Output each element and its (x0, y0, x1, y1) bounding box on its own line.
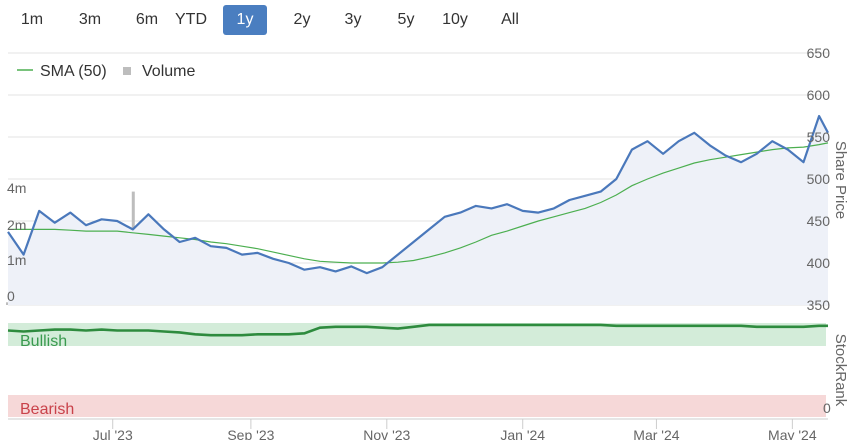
range-button-3m[interactable]: 3m (78, 11, 102, 28)
range-button-3y[interactable]: 3y (344, 11, 362, 28)
volume-bar (6, 302, 9, 305)
price-tick-label: 500 (807, 171, 831, 187)
price-tick-label: 350 (807, 297, 831, 313)
sma-legend-label[interactable]: SMA (50) (40, 63, 107, 80)
range-button-1y[interactable]: 1y (223, 5, 267, 35)
price-axis-label: Share Price (832, 141, 849, 219)
x-tick-label: Jan '24 (500, 427, 545, 440)
volume-tick-label: 0 (7, 288, 15, 304)
bearish-zone (8, 395, 826, 417)
price-tick-label: 650 (807, 45, 831, 61)
price-tick-label: 600 (807, 87, 831, 103)
volume-axis-ticks: 0 1m 2m 4m (7, 180, 26, 304)
stockrank-axis-label: StockRank (832, 334, 849, 407)
volume-legend-label[interactable]: Volume (142, 63, 195, 80)
bearish-zone-label: Bearish (20, 401, 74, 418)
bullish-zone (8, 323, 826, 346)
volume-tick-label: 1m (7, 252, 26, 268)
volume-legend-swatch (123, 67, 131, 75)
price-tick-label: 400 (807, 255, 831, 271)
stockrank-axis-tick: 0 (823, 400, 831, 416)
volume-tick-label: 4m (7, 180, 26, 196)
price-line (7, 114, 829, 275)
price-axis-ticks: 350 400 450 500 550 600 650 (807, 45, 831, 313)
sma-line (8, 142, 829, 264)
stockrank-line (7, 323, 828, 337)
volume-tick-label: 2m (7, 217, 26, 233)
x-tick-label: Jul '23 (93, 427, 133, 440)
range-button-all[interactable]: All (501, 11, 519, 28)
range-button-2y[interactable]: 2y (293, 11, 311, 28)
x-axis: Jul '23 Sep '23 Nov '23 Jan '24 Mar '24 May '… (8, 418, 828, 440)
price-area (8, 116, 828, 305)
price-tick-label: 550 (807, 129, 831, 145)
price-tick-label: 450 (807, 213, 831, 229)
bullish-zone-label: Bullish (20, 333, 67, 350)
legend: SMA (50) Volume (17, 63, 195, 80)
range-button-ytd[interactable]: YTD (175, 11, 207, 28)
x-tick-label: Sep '23 (227, 427, 274, 440)
range-button-6m[interactable]: 6m (135, 11, 159, 28)
range-button-10y[interactable]: 10y (442, 11, 468, 28)
x-tick-label: Nov '23 (363, 427, 410, 440)
range-button-1m[interactable]: 1m (20, 11, 44, 28)
x-tick-label: May '24 (768, 427, 817, 440)
x-tick-label: Mar '24 (633, 427, 679, 440)
range-button-5y[interactable]: 5y (397, 11, 415, 28)
